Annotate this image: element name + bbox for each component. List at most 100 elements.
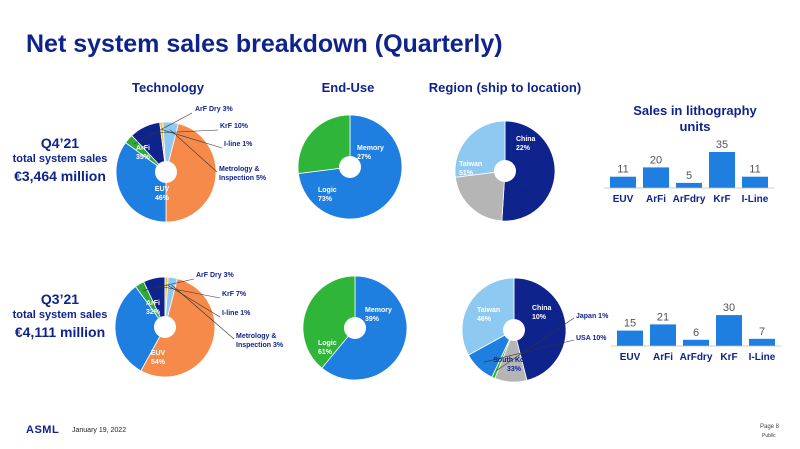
footer-date: January 19, 2022 [72, 427, 127, 434]
bar-arfi [643, 167, 669, 188]
slice-euv [165, 123, 217, 223]
quarter-label: Q4’21 [40, 135, 80, 151]
quarter-subtitle: total system sales [12, 309, 108, 321]
bar-krf [716, 315, 742, 346]
bar-value-arfi: 20 [650, 154, 662, 166]
bar-category-arfi: ArFi [646, 194, 666, 205]
slice-label-memory: Memory 39% [365, 307, 392, 323]
slice-label-south-korea: South Korea 33% [493, 357, 535, 373]
column-header-units: Sales in lithography units [633, 103, 757, 134]
bar-category-euv: EUV [620, 352, 641, 363]
quarter-amount: €3,464 million [14, 168, 106, 184]
leader-line [169, 129, 218, 173]
slice-label-euv: EUV 54% [151, 350, 166, 366]
leader-line [155, 285, 221, 299]
pie-chart-region-q4: Taiwan 51% China 22% South Korea 27% [454, 120, 556, 222]
slide-title: Net system sales breakdown (Quarterly) [26, 30, 503, 58]
slice-metrology-and-inspection [162, 121, 179, 173]
slice-label-metrology-and-inspection: Metrology & Inspection 5% [219, 166, 267, 182]
bar-category-i-line: I-Line [749, 352, 776, 363]
slice-label-memory: Memory 27% [357, 145, 384, 161]
slice-label-euv: EUV 46% [155, 186, 170, 202]
bar-category-krf: KrF [720, 352, 737, 363]
slice-label-china: China 22% [516, 136, 536, 152]
bar-value-i-line: 7 [759, 326, 765, 338]
slice-arfi [114, 285, 166, 372]
leader-line [171, 284, 235, 340]
slice-label-metrology-and-inspection: Metrology & Inspection 3% [236, 333, 284, 349]
slice-label-logic: Logic 61% [318, 340, 337, 356]
bar-category-krf: KrF [713, 194, 730, 205]
footer-page-number: Page 8 [760, 424, 780, 430]
leader-line [147, 129, 219, 134]
slice-label-arfi: ArFi 32% [146, 300, 161, 316]
slice-label-arf-dry: ArF Dry 3% [195, 106, 234, 113]
bar-category-euv: EUV [613, 194, 634, 205]
slice-label-logic: Logic 73% [318, 187, 337, 203]
slice-taiwan [501, 120, 556, 222]
slice-arfi [115, 142, 167, 223]
bar-value-i-line: 11 [749, 164, 760, 176]
donut-hole [503, 319, 525, 341]
slice-label-i-line: I-line 1% [224, 141, 253, 148]
donut-hole [155, 161, 177, 183]
column-header-end-use: End-Use [321, 80, 375, 95]
donut-hole [339, 156, 361, 178]
pie-chart-tech-q3: EUV 54% ArFi 32% ArF Dry 3% KrF 7% I-line 1% Me… [114, 272, 284, 378]
bar-arfi [650, 324, 676, 346]
bar-value-arfi: 21 [657, 311, 669, 323]
bar-value-krf: 30 [723, 302, 735, 314]
slice-euv [140, 278, 216, 378]
slice-label-arf-dry: ArF Dry 3% [196, 272, 235, 279]
bar-krf [709, 152, 735, 188]
bar-i-line [749, 338, 775, 346]
donut-hole [494, 160, 516, 182]
bar-value-euv: 15 [624, 318, 636, 330]
slice-label-krf: KrF 10% [220, 123, 249, 130]
footer-classification: Public [762, 433, 776, 439]
slice-label-japan: Japan 1% [576, 313, 609, 320]
pie-chart-enduse-q3: Logic 61% Memory 39% [302, 275, 408, 381]
bar-chart-units-q3: 15 EUV 21 ArFi 6 ArFdry 30 KrF 7 I-Line [611, 302, 781, 363]
bar-arfdry [676, 182, 702, 188]
slice-label-i-line: I-line 1% [222, 310, 251, 317]
bar-category-arfdry: ArFdry [673, 194, 706, 205]
bar-value-euv: 11 [617, 164, 628, 176]
bar-i-line [742, 176, 768, 188]
quarter-subtitle: total system sales [12, 153, 108, 165]
slice-label-china: China 10% [532, 305, 552, 321]
slice-memory [297, 114, 351, 174]
pie-chart-region-q3: Taiwan 46% China 10% Japan 1% USA 10% South Ko… [461, 277, 609, 383]
bar-category-arfdry: ArFdry [680, 352, 713, 363]
donut-hole [154, 316, 176, 338]
slice-china [454, 170, 506, 222]
slice-south-korea [454, 120, 506, 178]
bar-arfdry [683, 339, 709, 346]
column-header-region: Region (ship to location) [428, 80, 582, 95]
quarter-block-q3: Q3’21 total system sales €4,111 million [0, 290, 120, 341]
leader-line [161, 129, 223, 149]
bar-value-arfdry: 5 [686, 170, 692, 182]
bar-chart-units-q4: 11 EUV 20 ArFi 5 ArFdry 35 KrF 11 I-Line [604, 139, 774, 205]
slice-memory [302, 275, 356, 369]
bar-category-i-line: I-Line [742, 194, 769, 205]
quarter-block-q4: Q4’21 total system sales €3,464 million [0, 134, 120, 185]
slice-south-korea [461, 277, 515, 356]
slice-label-krf: KrF 7% [222, 291, 247, 298]
quarter-amount: €4,111 million [14, 324, 106, 340]
leader-line [483, 339, 575, 363]
pie-chart-enduse-q4: Logic 73% Memory 27% [297, 114, 403, 220]
leader-line [133, 112, 193, 145]
slice-label-taiwan: Taiwan 51% [459, 161, 482, 177]
bar-category-arfi: ArFi [653, 352, 673, 363]
quarter-label: Q3’21 [40, 291, 80, 307]
pie-chart-tech-q4: EUV 46% ArFi 35% ArF Dry 3% KrF 10% I-line 1% M… [115, 106, 267, 223]
slice-label-arfi: ArFi 35% [136, 145, 151, 161]
slice-label-taiwan: Taiwan 46% [477, 307, 500, 323]
bar-euv [610, 176, 636, 188]
slice-label-usa: USA 10% [576, 335, 607, 342]
slice-label-south-korea: South Korea 27% [520, 178, 540, 203]
bar-value-krf: 35 [716, 139, 728, 151]
